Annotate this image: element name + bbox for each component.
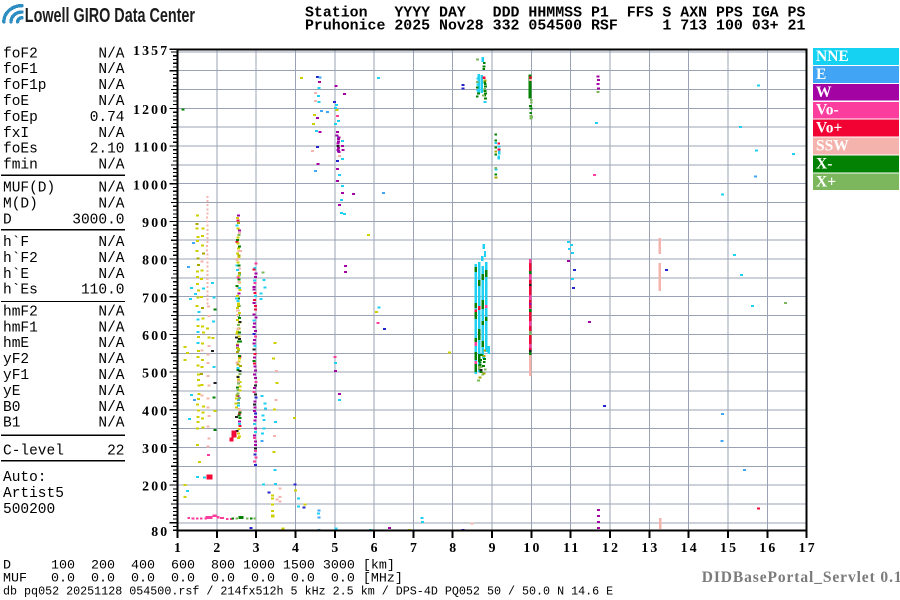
svg-text:N/A: N/A <box>98 267 124 283</box>
svg-text:N/A: N/A <box>98 368 124 384</box>
svg-text:DIDBasePortal_Servlet 0.1: DIDBasePortal_Servlet 0.1 <box>702 569 900 586</box>
svg-text:800: 800 <box>142 253 169 268</box>
svg-text:2.10: 2.10 <box>90 142 125 158</box>
svg-text:1100: 1100 <box>134 140 170 155</box>
svg-text:17: 17 <box>799 540 817 555</box>
svg-text:N/A: N/A <box>98 304 124 320</box>
svg-text:10: 10 <box>523 540 541 555</box>
svg-text:1200: 1200 <box>133 102 169 117</box>
svg-text:Auto:: Auto: <box>3 470 47 486</box>
svg-text:N/A: N/A <box>98 181 124 197</box>
svg-text:foF1: foF1 <box>3 62 38 78</box>
svg-text:foF1p: foF1p <box>3 78 47 94</box>
svg-text:N/A: N/A <box>98 352 124 368</box>
svg-text:600: 600 <box>142 328 169 343</box>
svg-text:db pq052 20251128 054500.rsf /: db pq052 20251128 054500.rsf / 214fx512h… <box>3 585 613 599</box>
svg-text:9: 9 <box>489 540 498 555</box>
svg-text:N/A: N/A <box>98 320 124 336</box>
svg-text:3: 3 <box>253 540 262 555</box>
svg-text:C-level: C-level <box>3 443 64 459</box>
svg-text:900: 900 <box>142 215 169 230</box>
svg-text:B1: B1 <box>3 416 20 432</box>
svg-text:Lowell GIRO Data Center: Lowell GIRO Data Center <box>25 4 195 27</box>
svg-text:N/A: N/A <box>98 197 124 213</box>
svg-text:M(D): M(D) <box>3 197 38 213</box>
svg-text:fmin: fmin <box>3 158 38 174</box>
svg-text:foEp: foEp <box>3 110 38 126</box>
svg-text:N/A: N/A <box>98 416 124 432</box>
svg-text:h`F: h`F <box>3 235 29 251</box>
svg-text:2: 2 <box>213 540 222 555</box>
svg-text:22: 22 <box>107 443 124 459</box>
svg-text:foF2: foF2 <box>3 46 38 62</box>
svg-text:N/A: N/A <box>98 400 124 416</box>
svg-text:14: 14 <box>681 540 699 555</box>
svg-text:N/A: N/A <box>98 158 124 174</box>
svg-text:Vo+: Vo+ <box>816 120 843 137</box>
svg-text:N/A: N/A <box>98 336 124 352</box>
svg-text:200: 200 <box>142 479 169 494</box>
svg-text:hmE: hmE <box>3 336 29 352</box>
svg-text:1357: 1357 <box>133 43 169 58</box>
svg-text:8: 8 <box>449 540 458 555</box>
svg-text:0.74: 0.74 <box>90 110 125 126</box>
svg-text:7: 7 <box>410 540 419 555</box>
svg-text:N/A: N/A <box>98 384 124 400</box>
svg-text:N/A: N/A <box>98 126 124 142</box>
svg-text:11: 11 <box>563 540 580 555</box>
svg-text:hmF1: hmF1 <box>3 320 38 336</box>
svg-text:X-: X- <box>816 155 832 172</box>
svg-text:3000.0: 3000.0 <box>72 213 124 229</box>
svg-text:fxI: fxI <box>3 126 29 142</box>
svg-text:SSW: SSW <box>816 138 849 155</box>
svg-text:80: 80 <box>151 524 169 539</box>
svg-text:400: 400 <box>142 403 169 418</box>
svg-text:foEs: foEs <box>3 142 38 158</box>
svg-text:500200: 500200 <box>3 502 55 518</box>
svg-text:N/A: N/A <box>98 251 124 267</box>
svg-text:13: 13 <box>641 540 659 555</box>
svg-text:Pruhonice 2025 Nov28 332 05450: Pruhonice 2025 Nov28 332 054500 RSF 1 71… <box>305 19 805 35</box>
svg-text:N/A: N/A <box>98 94 124 110</box>
svg-text:110.0: 110.0 <box>81 283 125 299</box>
svg-text:1000: 1000 <box>133 177 169 192</box>
svg-text:MUF(D): MUF(D) <box>3 181 55 197</box>
svg-text:N/A: N/A <box>98 78 124 94</box>
svg-text:300: 300 <box>142 441 169 456</box>
svg-text:16: 16 <box>759 540 777 555</box>
svg-text:B0: B0 <box>3 400 20 416</box>
svg-text:D: D <box>3 213 12 229</box>
svg-text:yE: yE <box>3 384 20 400</box>
svg-text:yF1: yF1 <box>3 368 29 384</box>
svg-text:15: 15 <box>720 540 738 555</box>
svg-text:yF2: yF2 <box>3 352 29 368</box>
svg-text:500: 500 <box>142 366 169 381</box>
svg-text:N/A: N/A <box>98 46 124 62</box>
svg-text:NNE: NNE <box>816 48 849 65</box>
svg-text:6: 6 <box>371 540 380 555</box>
svg-text:h`Es: h`Es <box>3 283 38 299</box>
svg-text:4: 4 <box>292 540 301 555</box>
svg-text:Vo-: Vo- <box>816 102 839 119</box>
svg-text:5: 5 <box>331 540 340 555</box>
svg-text:N/A: N/A <box>98 235 124 251</box>
svg-text:Station YYYY DAY DDD HHMMS: Station YYYY DAY DDD HHMMSS P1 FFS S AXN… <box>305 5 805 21</box>
svg-text:X+: X+ <box>816 173 836 190</box>
svg-text:MUF 0.0 0.0 0.0 0.0 0.0: MUF 0.0 0.0 0.0 0.0 0.0 0.0 0.0 0.0 [MHz… <box>3 571 403 586</box>
svg-text:D 100 200 400 600 800: D 100 200 400 600 800 1000 1500 3000 [km… <box>3 558 395 573</box>
svg-text:W: W <box>816 84 832 101</box>
svg-text:N/A: N/A <box>98 62 124 78</box>
svg-text:hmF2: hmF2 <box>3 304 38 320</box>
svg-text:h`E: h`E <box>3 267 29 283</box>
svg-text:700: 700 <box>142 290 169 305</box>
svg-text:foE: foE <box>3 94 29 110</box>
svg-text:12: 12 <box>602 540 620 555</box>
svg-text:1: 1 <box>174 540 183 555</box>
svg-text:h`F2: h`F2 <box>3 251 38 267</box>
svg-text:Artist5: Artist5 <box>3 486 64 502</box>
svg-text:E: E <box>816 66 826 83</box>
